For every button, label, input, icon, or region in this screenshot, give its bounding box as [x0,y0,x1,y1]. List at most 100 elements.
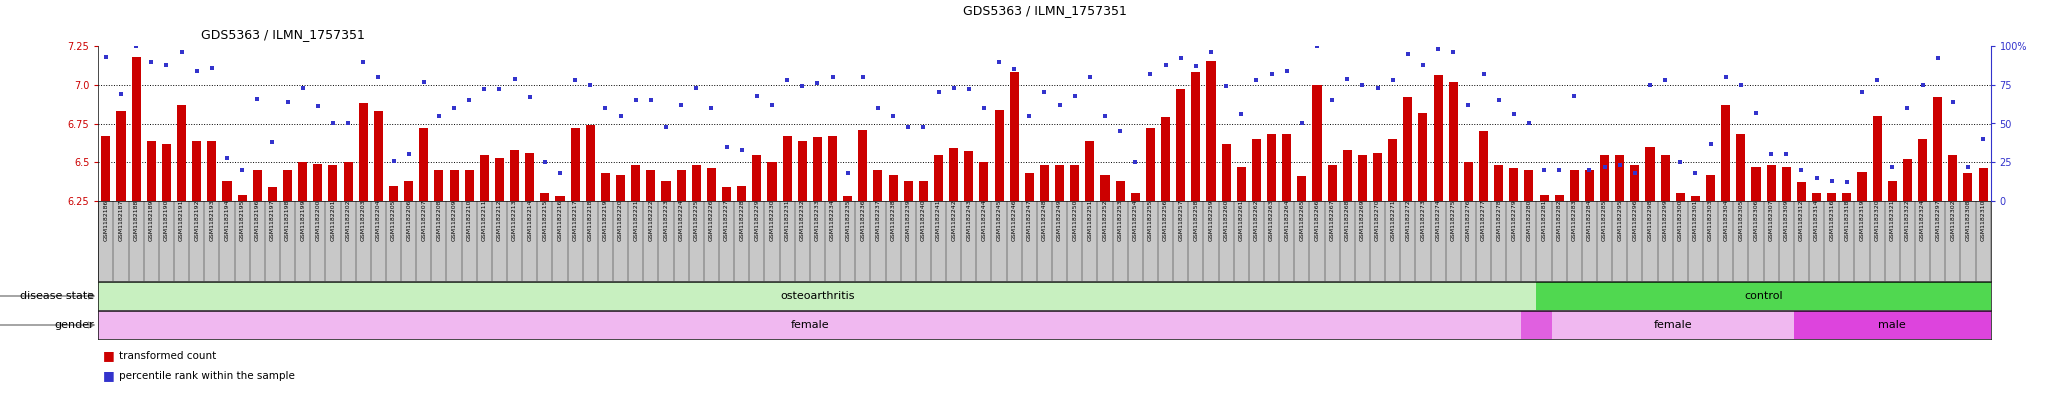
Point [1331,75,1364,82]
Point [1028,89,1061,95]
Point [1634,82,1667,88]
Bar [541,193,549,201]
Bar [948,148,958,201]
Point [1937,99,1970,105]
Point [862,105,895,111]
Bar [1540,195,1548,201]
Point [1452,102,1485,108]
Point [1180,63,1212,69]
Bar [1495,165,1503,201]
Point [242,95,274,102]
Point [846,74,879,80]
Point [786,83,819,90]
Point [1831,179,1864,185]
Bar [920,181,928,201]
Bar [768,162,776,201]
Point [1104,128,1137,134]
Point [1862,77,1894,83]
Text: disease state: disease state [20,291,94,301]
Point [1466,71,1499,77]
Point [573,82,606,88]
Bar [1919,139,1927,201]
Bar [1522,311,1552,339]
Bar [420,128,428,201]
Bar [662,181,670,201]
Bar [1978,169,1989,201]
Bar [555,196,565,201]
Point [938,85,971,91]
Point [1694,141,1726,147]
Bar [313,164,322,201]
Point [1890,105,1923,111]
Point [1739,110,1772,116]
Bar [223,181,231,201]
Bar [1524,170,1534,201]
Point [195,64,227,71]
Bar [979,162,989,201]
Point [332,120,365,127]
Bar [1161,117,1169,201]
Point [393,151,426,158]
Point [559,77,592,83]
Point [711,143,743,150]
Bar [631,165,641,201]
Point [590,105,623,111]
Bar [1767,165,1776,201]
Point [1073,74,1106,80]
Bar [465,170,473,201]
Text: ■: ■ [102,369,115,382]
Bar [1130,193,1141,201]
Point [1315,97,1348,103]
Bar [375,111,383,201]
Bar [100,136,111,201]
Bar [496,158,504,201]
Text: percentile rank within the sample: percentile rank within the sample [119,371,295,381]
Bar [238,195,246,201]
Point [453,97,485,103]
Point [1407,61,1440,68]
Point [1346,82,1378,88]
Bar [1536,282,1991,310]
Point [1542,167,1575,173]
Point [1421,46,1454,52]
Bar [1268,134,1276,201]
Point [150,61,182,68]
Bar [1147,128,1155,201]
Bar [1100,174,1110,201]
Bar [131,57,141,201]
Point [1952,164,1985,170]
Bar [1479,131,1489,201]
Bar [1296,176,1307,201]
Bar [207,141,217,201]
Bar [176,105,186,201]
Text: transformed count: transformed count [119,351,215,361]
Text: GDS5363 / ILMN_1757351: GDS5363 / ILMN_1757351 [201,28,365,40]
Bar [872,170,883,201]
Bar [1661,154,1669,201]
Bar [1206,61,1217,201]
Point [1845,89,1878,95]
Point [408,79,440,85]
Bar [1720,105,1731,201]
Bar [1010,72,1018,201]
Point [180,68,213,74]
Point [635,97,668,103]
Bar [1645,147,1655,201]
Bar [1221,144,1231,201]
Bar [510,150,518,201]
Bar [1313,85,1321,201]
Point [1391,51,1423,57]
Bar [524,153,535,201]
Point [1724,82,1757,88]
Point [1300,43,1333,49]
Point [1769,151,1802,158]
Bar [1403,97,1413,201]
Bar [1327,165,1337,201]
Point [1573,167,1606,173]
Point [983,58,1016,64]
Point [256,139,289,145]
Point [528,159,561,165]
Point [1755,151,1788,158]
Point [1194,49,1227,55]
Bar [600,173,610,201]
